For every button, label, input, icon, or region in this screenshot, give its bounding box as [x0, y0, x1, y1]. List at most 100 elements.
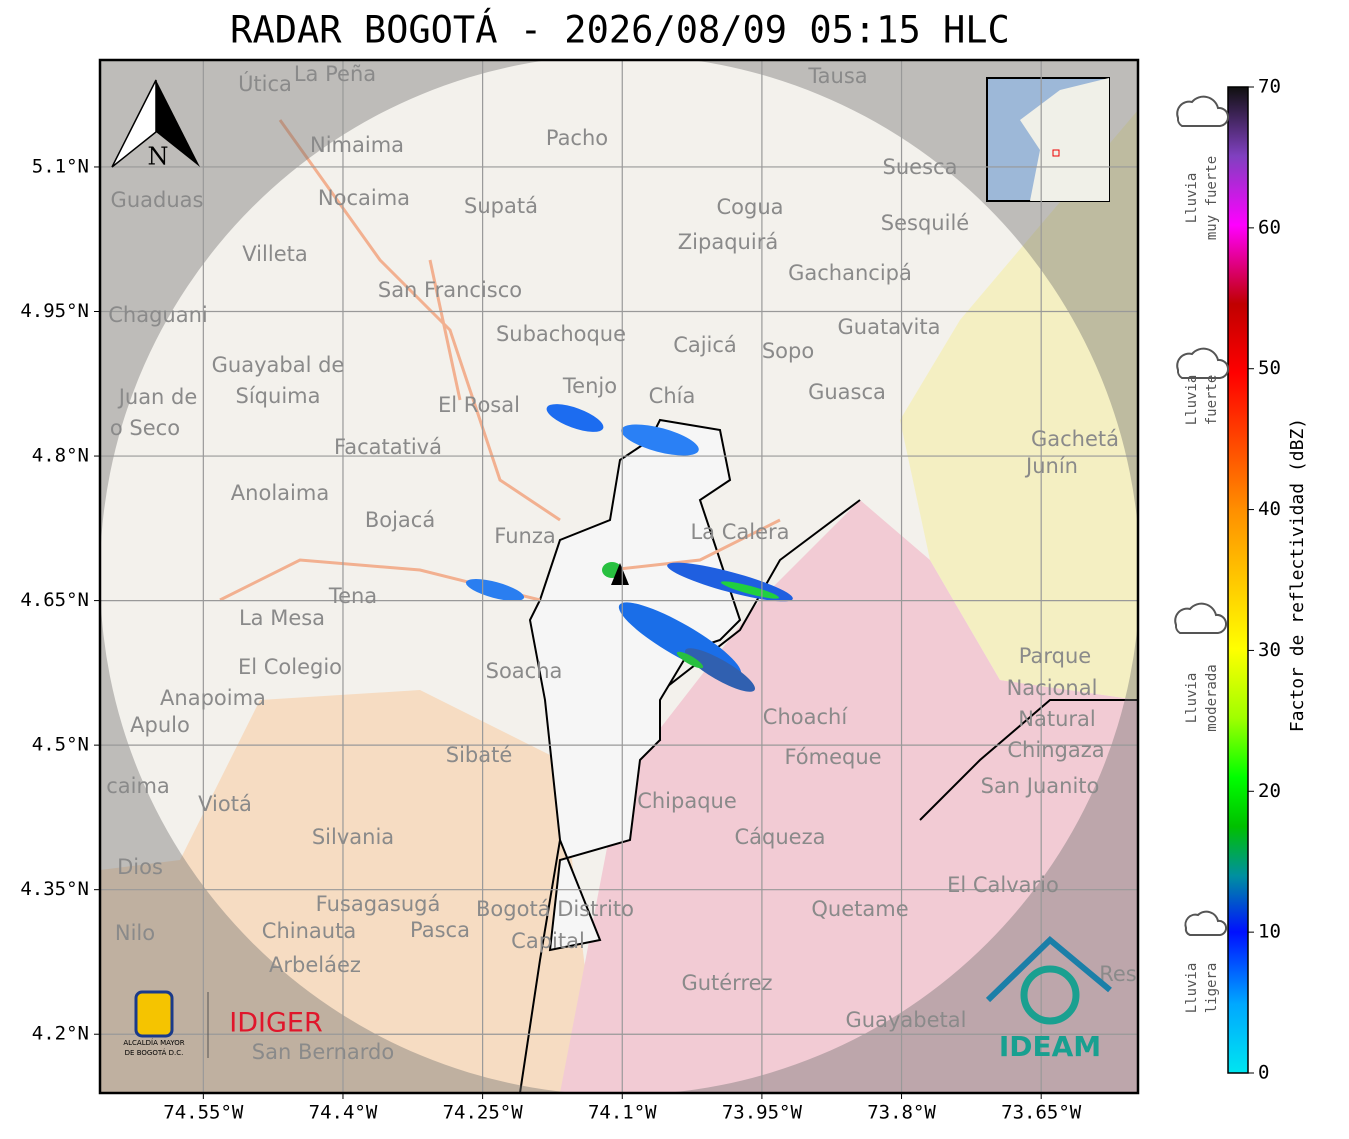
- place-name: Quetame: [811, 897, 908, 921]
- x-tick-label: 74.4°W: [309, 1102, 378, 1124]
- y-tick-label: 4.35°N: [20, 878, 89, 900]
- place-name: El Calvario: [947, 873, 1059, 897]
- place-name: San Bernardo: [252, 1040, 394, 1064]
- north-label: N: [148, 143, 169, 171]
- place-name: Anolaima: [231, 481, 329, 505]
- place-name: San Francisco: [378, 278, 522, 302]
- place-name: Guayabetal: [846, 1008, 967, 1032]
- place-name: Guatavita: [838, 315, 941, 339]
- place-name: Gutérrez: [681, 971, 772, 995]
- place-name: Subachoque: [496, 322, 626, 346]
- idiger-logo: IDIGER: [229, 1008, 322, 1039]
- place-name: San Juanito: [981, 774, 1100, 798]
- place-name: Sopo: [762, 339, 814, 363]
- place-name: o Seco: [110, 416, 180, 440]
- rain-level-label: ligera: [1204, 963, 1220, 1014]
- colorbar-tick-label: 40: [1258, 498, 1281, 520]
- place-name: Nocaima: [318, 186, 410, 210]
- place-name: Guaduas: [111, 188, 204, 212]
- ideam-text: IDEAM: [999, 1030, 1101, 1063]
- place-name: Chipaque: [637, 789, 737, 813]
- colorbar-label: Factor de reflectividad (dBZ): [1287, 418, 1308, 732]
- alcaldia-text: DE BOGOTÁ D.C.: [125, 1048, 184, 1057]
- place-name: Chía: [649, 384, 696, 408]
- place-name: Facatativá: [334, 435, 442, 459]
- place-name: Natural: [1018, 707, 1095, 731]
- place-name: Bojacá: [365, 508, 435, 532]
- y-tick-label: 4.5°N: [32, 734, 89, 756]
- place-name: Zipaquirá: [678, 230, 778, 254]
- rain-level-label: muy fuerte: [1204, 156, 1220, 240]
- x-tick-label: 74.1°W: [588, 1102, 657, 1124]
- place-name: Anapoima: [160, 686, 266, 710]
- place-name: Cáqueza: [735, 825, 826, 849]
- place-name: El Rosal: [438, 393, 520, 417]
- place-name: Cajicá: [673, 333, 737, 357]
- place-name: Suesca: [883, 155, 958, 179]
- place-name: Fómeque: [784, 745, 881, 769]
- place-name: Tenjo: [562, 374, 617, 398]
- place-name: Bogotá Distrito: [476, 897, 634, 921]
- place-name: Silvania: [312, 825, 394, 849]
- rain-level-label: Lluvia: [1184, 963, 1200, 1014]
- place-name: Pasca: [410, 918, 470, 942]
- north-arrow: N: [111, 79, 200, 171]
- place-name: Juan de: [117, 385, 198, 409]
- place-name: La Calera: [690, 520, 789, 544]
- colorbar-tick-label: 0: [1258, 1062, 1269, 1084]
- place-name: Capital: [511, 929, 585, 953]
- colorbar-tick-label: 70: [1258, 76, 1281, 98]
- ideam-logo: IDEAM: [985, 935, 1112, 1063]
- place-name: Choachí: [763, 705, 849, 729]
- place-name: Gachetá: [1031, 427, 1119, 451]
- y-tick-label: 4.95°N: [20, 300, 89, 322]
- rain-level-label: Lluvia: [1184, 375, 1200, 426]
- place-name: Junín: [1024, 454, 1078, 478]
- alcaldia-text: ALCALDÍA MAYOR: [123, 1038, 184, 1047]
- place-name: Nilo: [115, 921, 155, 945]
- rain-level-label: Lluvia: [1184, 173, 1200, 224]
- place-name: Funza: [494, 524, 555, 548]
- place-name: Pacho: [546, 126, 608, 150]
- rain-level-label: moderada: [1204, 664, 1220, 731]
- graticule: [100, 60, 1138, 1093]
- place-name: Nimaima: [310, 133, 404, 157]
- place-name: caima: [106, 774, 170, 798]
- rain-level-label: Lluvia: [1184, 673, 1200, 724]
- place-name: Sibaté: [446, 743, 513, 767]
- place-name: Nacional: [1007, 676, 1098, 700]
- place-name: Gachancipá: [788, 261, 912, 285]
- rain-icons: [1174, 95, 1229, 936]
- place-name: Viotá: [198, 792, 252, 816]
- place-name: Res: [1099, 962, 1137, 986]
- place-name: Guayabal de: [212, 353, 345, 377]
- place-name: Fusagasugá: [316, 892, 441, 916]
- place-name: Chingaza: [1007, 738, 1104, 762]
- place-name: La Mesa: [239, 606, 325, 630]
- place-name: Útica: [238, 71, 292, 96]
- place-name: Supatá: [464, 194, 538, 218]
- colorbar-tick-label: 20: [1258, 780, 1281, 802]
- colorbar-tick-label: 10: [1258, 921, 1281, 943]
- y-tick-label: 5.1°N: [32, 155, 89, 177]
- place-name: Dios: [117, 855, 163, 879]
- colorbar-tick-label: 30: [1258, 639, 1281, 661]
- colorbar-tick-label: 50: [1258, 357, 1281, 379]
- place-name: Tena: [328, 584, 377, 608]
- place-name: Sesquilé: [881, 211, 969, 235]
- y-tick-label: 4.2°N: [32, 1023, 89, 1045]
- title: RADAR BOGOTÁ - 2026/08/09 05:15 HLC: [230, 8, 1010, 52]
- place-name: La Peña: [294, 62, 376, 86]
- x-tick-label: 73.8°W: [867, 1102, 936, 1124]
- x-tick-label: 74.25°W: [443, 1102, 524, 1124]
- alcaldia-logo: ALCALDÍA MAYOR DE BOGOTÁ D.C. IDIGER: [123, 990, 323, 1058]
- colorbar: [1227, 86, 1249, 1074]
- place-name: Villeta: [242, 242, 307, 266]
- place-name: Parque: [1019, 644, 1091, 668]
- place-name: El Colegio: [238, 655, 342, 679]
- place-name: Apulo: [130, 713, 190, 737]
- map-frame: [98, 58, 1140, 1095]
- place-name: Soacha: [486, 659, 563, 683]
